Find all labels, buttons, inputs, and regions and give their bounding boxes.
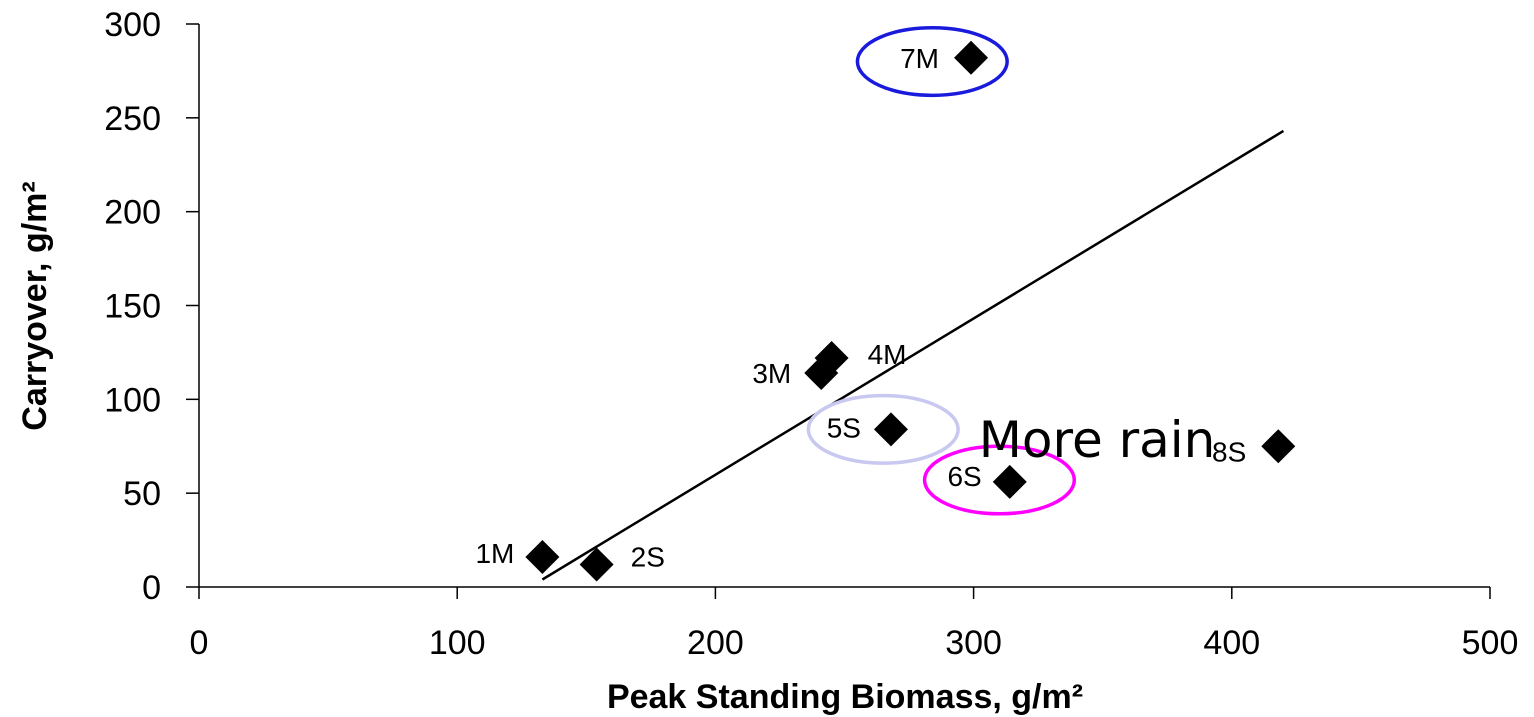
x-tick-label: 400 <box>1203 624 1260 662</box>
y-tick-label: 50 <box>123 475 161 513</box>
y-tick-label: 250 <box>104 100 161 138</box>
y-tick-label: 300 <box>104 6 161 44</box>
point-label-3m: 3M <box>752 358 791 389</box>
x-axis-title: Peak Standing Biomass, g/m² <box>607 678 1083 716</box>
x-tick-label: 500 <box>1462 624 1519 662</box>
data-point-7m <box>954 41 988 75</box>
x-axis-ticks: 0 100 200 300 400 500 <box>190 587 1519 662</box>
y-tick-label: 100 <box>104 381 161 419</box>
point-label-4m: 4M <box>868 339 907 370</box>
point-label-2s: 2S <box>631 541 665 572</box>
x-tick-label: 200 <box>687 624 744 662</box>
x-tick-label: 0 <box>190 624 209 662</box>
axes <box>199 24 1490 587</box>
y-tick-label: 200 <box>104 194 161 232</box>
data-point-6s <box>993 465 1027 499</box>
point-label-5s: 5S <box>827 412 861 443</box>
x-tick-label: 100 <box>429 624 486 662</box>
more-rain-annotation: More rain <box>979 411 1216 469</box>
x-tick-label: 300 <box>945 624 1002 662</box>
data-point-8s <box>1261 429 1295 463</box>
data-point-1m <box>525 540 559 574</box>
point-label-7m: 7M <box>900 43 939 74</box>
point-label-1m: 1M <box>475 538 514 569</box>
point-label-6s: 6S <box>947 461 981 492</box>
data-point-5s <box>874 412 908 446</box>
trendline <box>542 131 1283 580</box>
data-points: 1M 2S 3M 4M 5S 6S 7M 8S <box>475 41 1295 582</box>
y-axis-ticks: 0 50 100 150 200 250 300 <box>104 6 199 607</box>
point-label-8s: 8S <box>1212 436 1246 467</box>
y-tick-label: 0 <box>142 569 161 607</box>
y-tick-label: 150 <box>104 288 161 326</box>
y-axis-title: Carryover, g/m² <box>16 181 54 430</box>
